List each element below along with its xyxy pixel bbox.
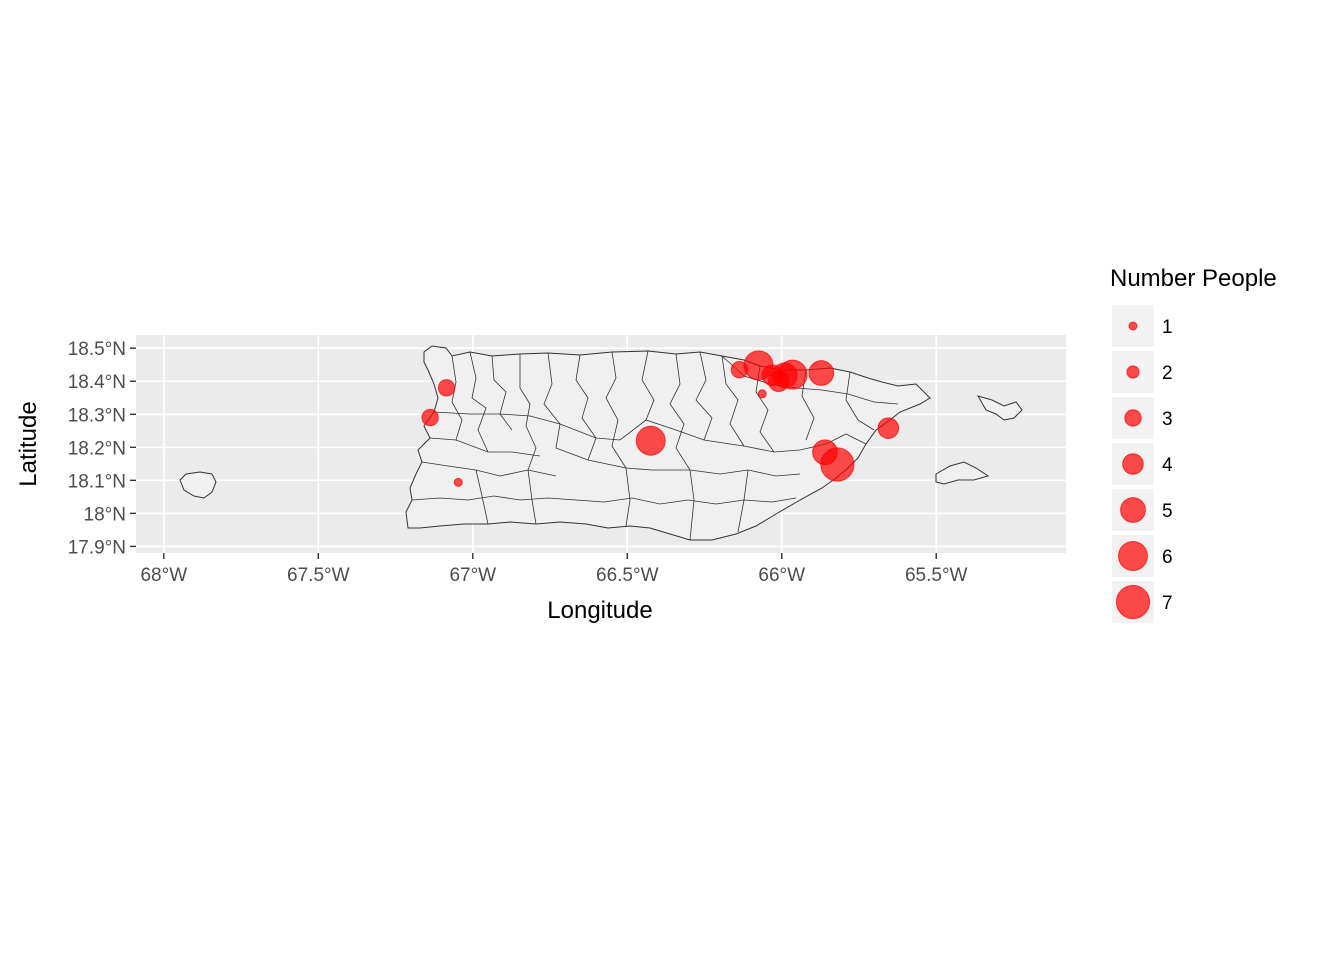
x-tick-label: 66°W	[758, 565, 805, 586]
legend-label: 5	[1162, 501, 1173, 522]
legend-label: 4	[1162, 455, 1173, 476]
data-points	[421, 350, 900, 487]
legend-label: 1	[1162, 317, 1173, 338]
data-point	[777, 359, 808, 390]
y-tick-label: 18.3°N	[68, 405, 126, 426]
legend: Number People 1 2 3 4 5 6 7	[1110, 265, 1277, 623]
y-tick-label: 18.1°N	[68, 471, 126, 492]
x-axis-title: Longitude	[547, 597, 652, 624]
y-tick-label: 18°N	[84, 504, 126, 525]
mona-island-outline	[179, 471, 217, 499]
legend-key-symbol	[1120, 497, 1146, 523]
vieques-island-outline	[935, 461, 990, 485]
y-tick-label: 18.4°N	[68, 372, 126, 393]
legend-key-symbol	[1126, 365, 1140, 379]
x-tick-label: 65.5°W	[905, 565, 968, 586]
x-tick-label: 66.5°W	[596, 565, 659, 586]
legend-key-symbol	[1115, 584, 1151, 620]
legend-key-symbol	[1128, 321, 1138, 331]
legend-label: 7	[1162, 593, 1173, 614]
y-tick-label: 18.2°N	[68, 438, 126, 459]
culebra-island-outline	[976, 395, 1023, 421]
x-tick-label: 67°W	[449, 565, 496, 586]
data-point	[453, 477, 463, 487]
data-point	[757, 389, 767, 399]
axes: 68°W 67.5°W 67°W 66.5°W 66°W 65.5°W 17.9°N 18°N…	[68, 339, 968, 586]
legend-key-symbol	[1124, 409, 1142, 427]
y-axis-title: Latitude	[15, 401, 42, 486]
data-point	[808, 360, 835, 386]
legend-key-symbol	[1118, 541, 1148, 571]
municipal-borders	[411, 350, 899, 541]
legend-key-symbol	[1122, 453, 1144, 475]
x-tick-label: 68°W	[140, 565, 187, 586]
municipality-map	[179, 345, 1023, 541]
data-point	[877, 417, 900, 439]
data-point	[820, 447, 855, 482]
x-tick-label: 67.5°W	[287, 565, 350, 586]
legend-label: 3	[1162, 409, 1173, 430]
data-point	[635, 425, 666, 456]
data-point	[421, 408, 439, 427]
legend-label: 6	[1162, 547, 1173, 568]
data-point	[437, 379, 456, 397]
legend-title: Number People	[1110, 265, 1277, 292]
y-tick-label: 18.5°N	[68, 339, 126, 360]
legend-label: 2	[1162, 363, 1173, 384]
y-tick-label: 17.9°N	[68, 537, 126, 558]
